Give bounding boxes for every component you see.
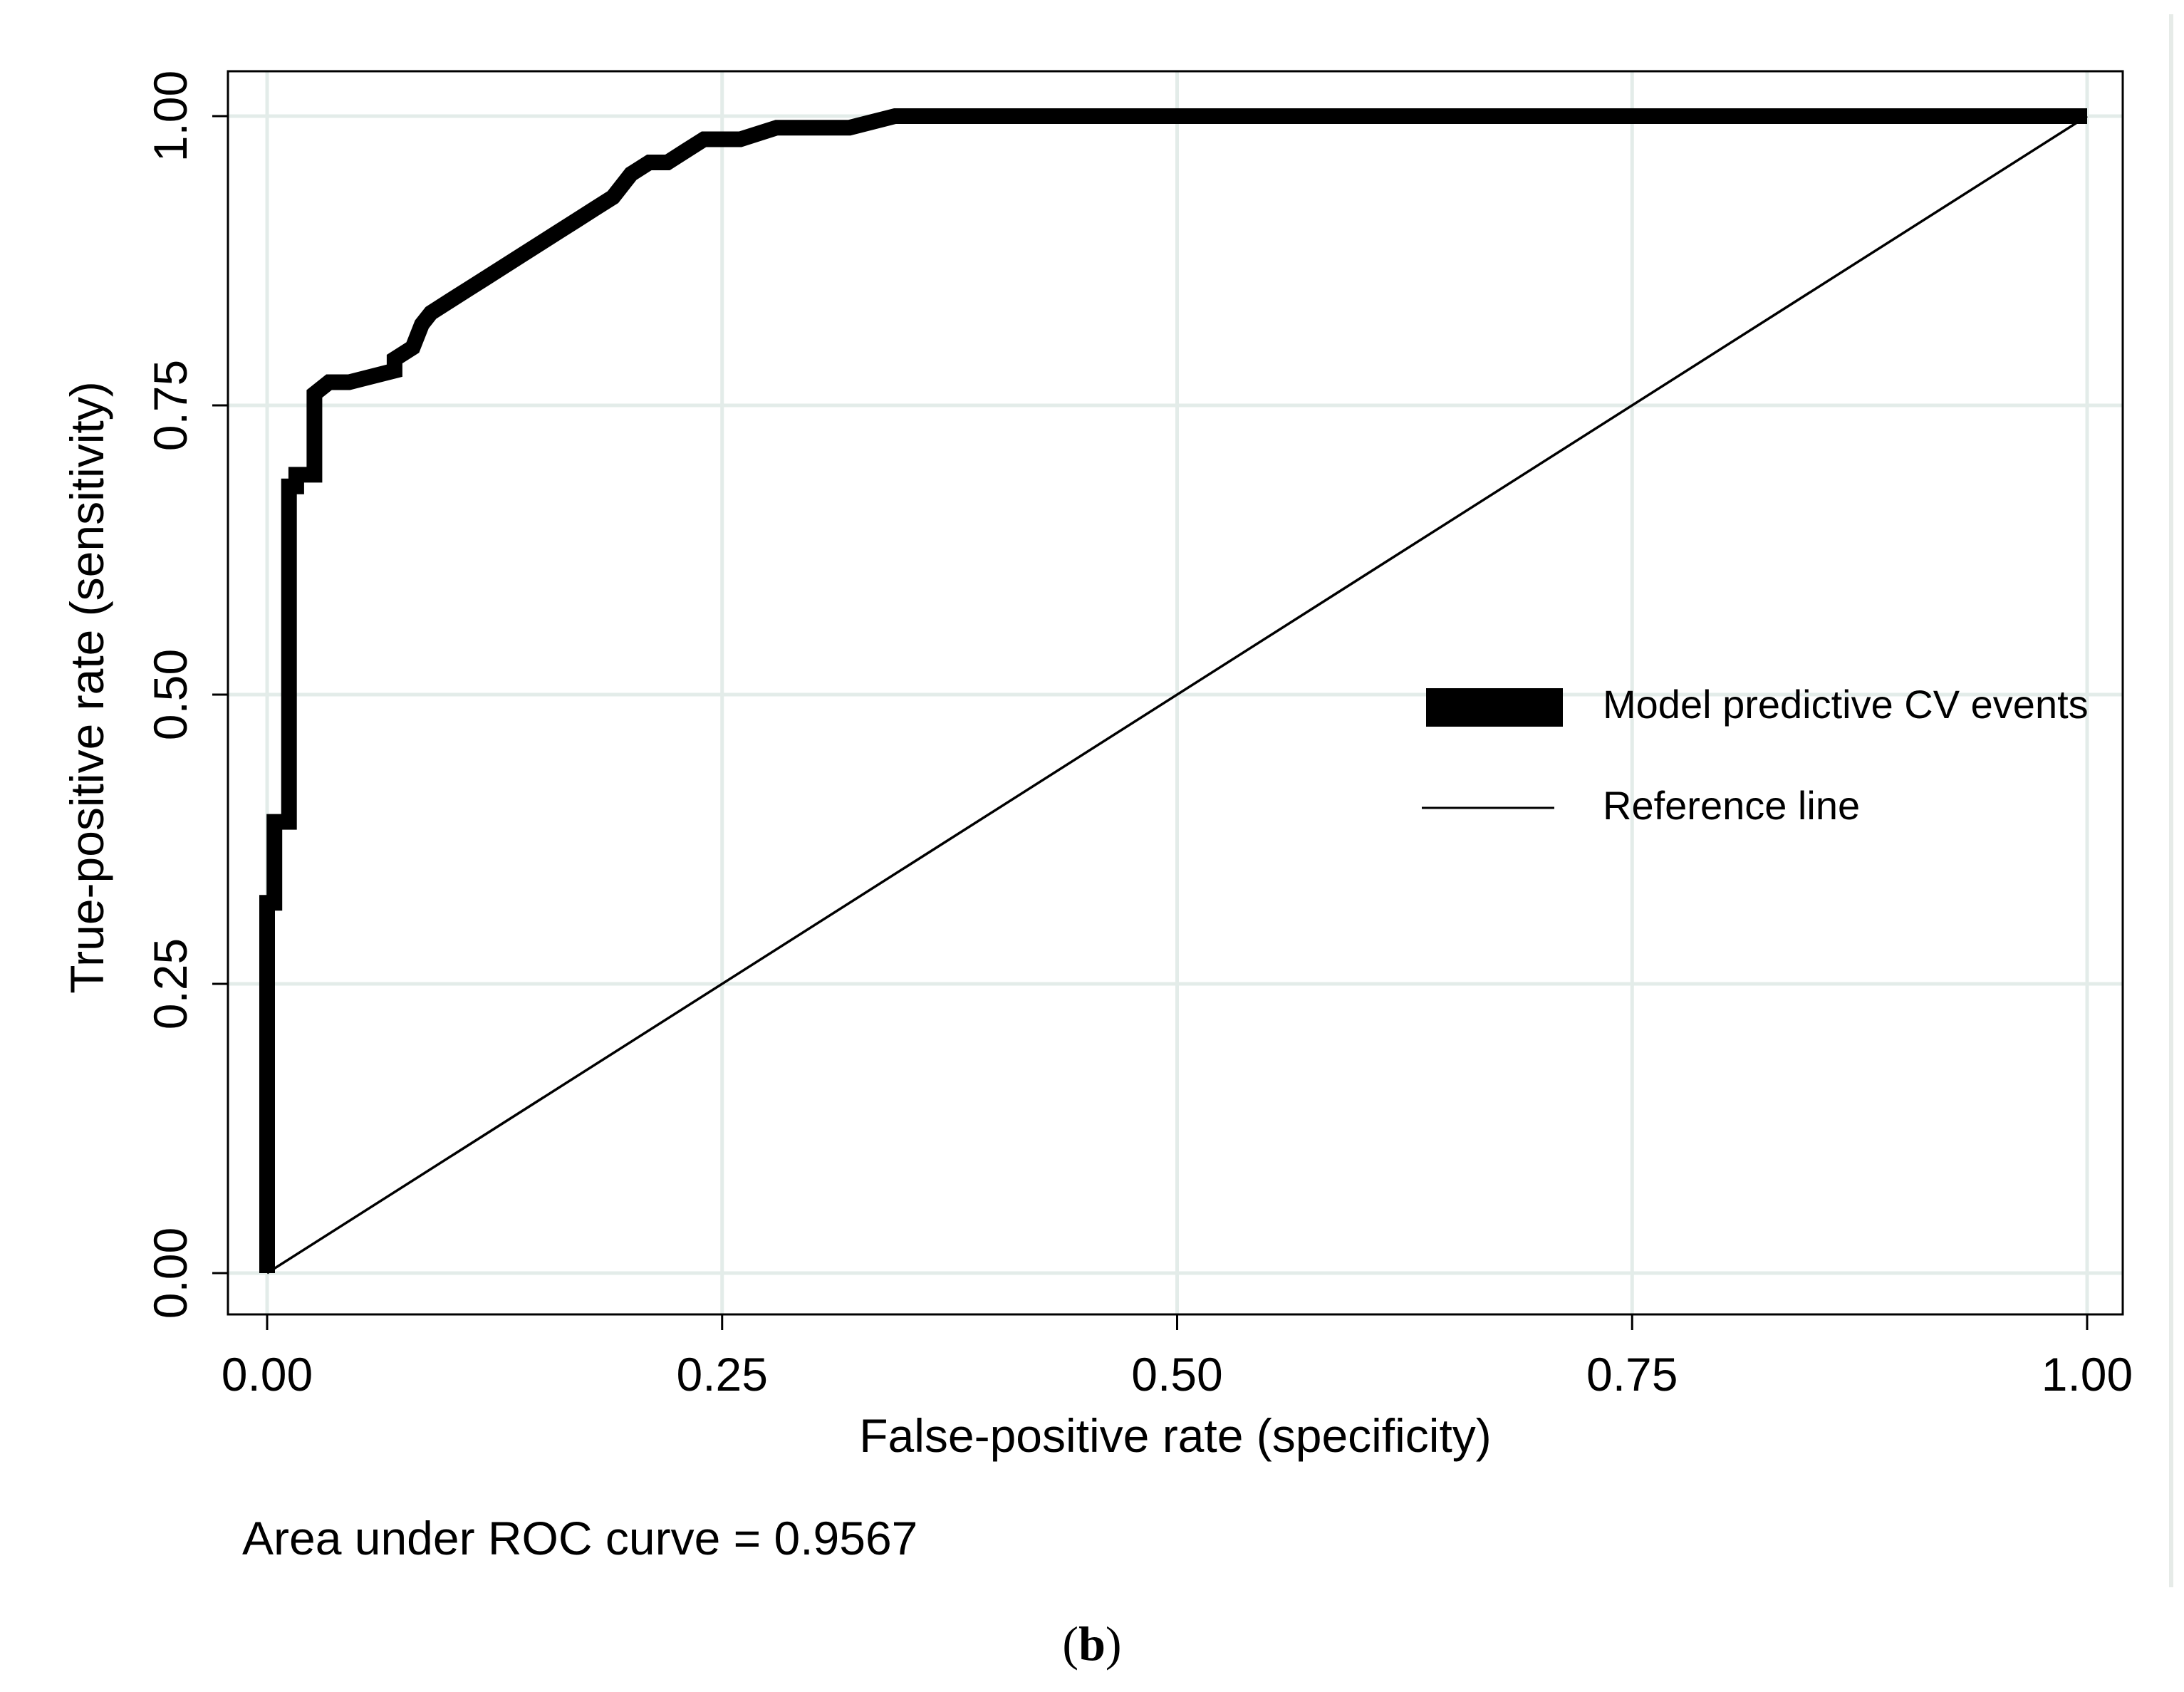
y-tick-label: 0.75 [144, 360, 197, 451]
legend: Model predictive CV events Reference lin… [1422, 682, 2089, 828]
figure-caption: (b) [0, 1616, 2184, 1672]
auc-annotation: Area under ROC curve = 0.9567 [242, 1512, 917, 1564]
y-tick-label: 1.00 [144, 71, 197, 162]
axis-ticks: 0.00 0.25 0.50 0.75 1.00 0.00 0.25 0.50 0.75 1.00 [144, 71, 2133, 1401]
y-tick-label: 0.00 [144, 1228, 197, 1319]
plot-frame [227, 70, 2124, 1316]
legend-swatch-model [1426, 688, 1563, 727]
y-tick-label: 0.50 [144, 649, 197, 740]
caption-open: ( [1062, 1616, 1079, 1671]
x-tick-label: 1.00 [2042, 1348, 2133, 1401]
series-lines [259, 108, 2088, 1275]
y-axis-label: True-positive rate (sensitivity) [61, 381, 113, 993]
caption-label: b [1078, 1616, 1106, 1671]
roc-reference-line [266, 115, 2088, 1275]
x-tick-label: 0.25 [677, 1348, 768, 1401]
x-tick-label: 0.00 [222, 1348, 313, 1401]
plot-background [0, 0, 2184, 1592]
legend-label-model: Model predictive CV events [1603, 682, 2089, 727]
legend-label-reference: Reference line [1603, 783, 1860, 828]
x-tick-label: 0.75 [1586, 1348, 1678, 1401]
y-tick-label: 0.25 [144, 938, 197, 1029]
x-tick-label: 0.50 [1131, 1348, 1222, 1401]
caption-close: ) [1105, 1616, 1122, 1671]
x-axis-label: False-positive rate (specificity) [859, 1409, 1492, 1462]
roc-curve-model [259, 108, 2087, 1273]
